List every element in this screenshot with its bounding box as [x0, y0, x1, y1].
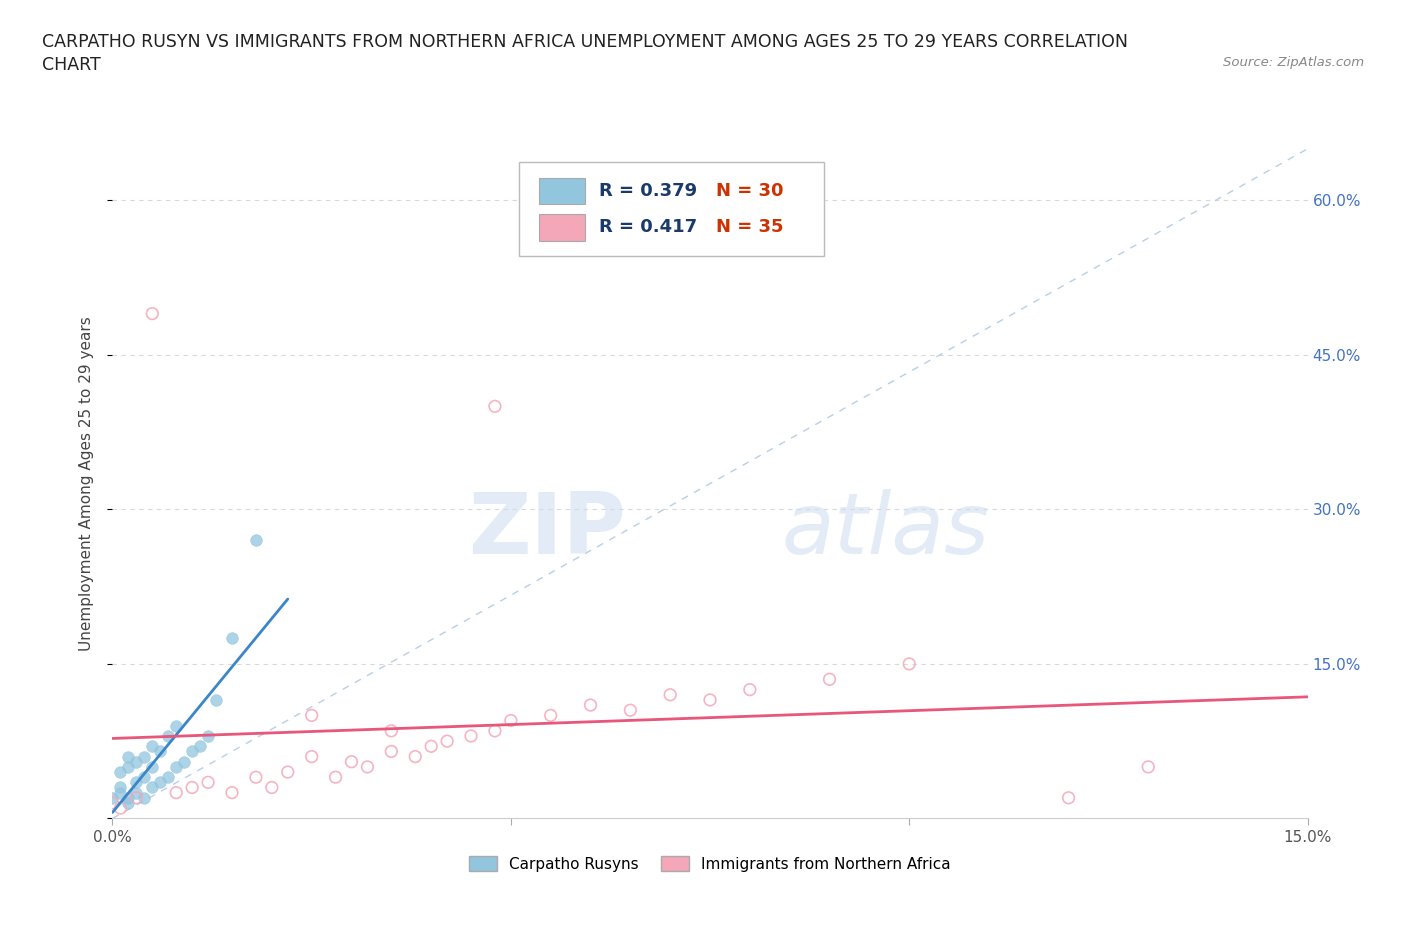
- Point: [277, 764, 299, 779]
- Point: [499, 713, 522, 728]
- Point: [436, 734, 458, 749]
- Point: [125, 785, 148, 800]
- Point: [117, 790, 139, 805]
- Point: [181, 780, 204, 795]
- Point: [1137, 760, 1160, 775]
- Point: [197, 775, 219, 790]
- Point: [110, 785, 132, 800]
- Point: [420, 738, 443, 753]
- Bar: [538, 214, 585, 241]
- Text: ZIP: ZIP: [468, 489, 627, 572]
- Point: [380, 724, 402, 738]
- Text: CARPATHO RUSYN VS IMMIGRANTS FROM NORTHERN AFRICA UNEMPLOYMENT AMONG AGES 25 TO : CARPATHO RUSYN VS IMMIGRANTS FROM NORTHE…: [42, 33, 1128, 50]
- Point: [619, 703, 641, 718]
- Point: [380, 744, 402, 759]
- Point: [1057, 790, 1080, 805]
- Point: [245, 533, 267, 548]
- Point: [134, 770, 156, 785]
- Point: [117, 750, 139, 764]
- Point: [157, 728, 180, 743]
- Point: [221, 785, 243, 800]
- Point: [260, 780, 283, 795]
- Text: CHART: CHART: [42, 56, 101, 73]
- Point: [117, 760, 139, 775]
- Point: [356, 760, 378, 775]
- Point: [141, 760, 163, 775]
- Point: [110, 764, 132, 779]
- Point: [221, 631, 243, 645]
- FancyBboxPatch shape: [519, 162, 824, 256]
- Point: [141, 780, 163, 795]
- Point: [301, 750, 323, 764]
- Point: [117, 795, 139, 810]
- Point: [110, 801, 132, 816]
- Point: [659, 687, 682, 702]
- Text: N = 35: N = 35: [716, 219, 783, 236]
- Point: [149, 744, 172, 759]
- Point: [197, 728, 219, 743]
- Legend: Carpatho Rusyns, Immigrants from Northern Africa: Carpatho Rusyns, Immigrants from Norther…: [463, 849, 957, 878]
- Point: [101, 795, 124, 810]
- Point: [484, 724, 506, 738]
- Point: [173, 754, 195, 769]
- Point: [325, 770, 347, 785]
- Text: atlas: atlas: [782, 489, 990, 572]
- Point: [165, 760, 187, 775]
- Point: [101, 790, 124, 805]
- Point: [460, 728, 482, 743]
- Point: [110, 780, 132, 795]
- Point: [181, 744, 204, 759]
- Point: [125, 754, 148, 769]
- Point: [818, 671, 841, 686]
- Point: [540, 708, 562, 723]
- Point: [134, 750, 156, 764]
- Point: [404, 750, 426, 764]
- Point: [898, 657, 921, 671]
- Point: [157, 770, 180, 785]
- Text: N = 30: N = 30: [716, 182, 783, 200]
- Point: [165, 785, 187, 800]
- Point: [149, 775, 172, 790]
- Point: [738, 683, 761, 698]
- Point: [205, 693, 228, 708]
- Point: [245, 770, 267, 785]
- Point: [579, 698, 602, 712]
- Point: [125, 790, 148, 805]
- Point: [165, 718, 187, 733]
- Point: [188, 738, 211, 753]
- Bar: [538, 178, 585, 205]
- Text: R = 0.379: R = 0.379: [599, 182, 697, 200]
- Point: [125, 775, 148, 790]
- Text: Source: ZipAtlas.com: Source: ZipAtlas.com: [1223, 56, 1364, 69]
- Point: [699, 693, 721, 708]
- Point: [340, 754, 363, 769]
- Text: R = 0.417: R = 0.417: [599, 219, 697, 236]
- Point: [301, 708, 323, 723]
- Point: [484, 399, 506, 414]
- Point: [141, 738, 163, 753]
- Point: [141, 306, 163, 321]
- Y-axis label: Unemployment Among Ages 25 to 29 years: Unemployment Among Ages 25 to 29 years: [79, 316, 94, 651]
- Point: [134, 790, 156, 805]
